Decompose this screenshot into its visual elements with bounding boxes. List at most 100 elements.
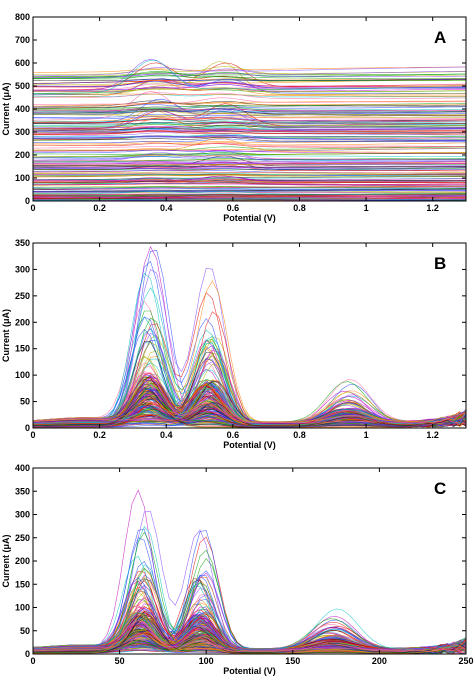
data-curve — [33, 193, 466, 196]
y-tick-label: 300 — [15, 264, 30, 274]
panel-label: C — [434, 479, 446, 498]
data-curve — [33, 172, 466, 177]
y-tick-label: 800 — [15, 12, 30, 22]
data-curve — [33, 90, 466, 121]
data-curve — [33, 332, 466, 424]
data-curve — [33, 338, 466, 423]
data-curve — [33, 172, 466, 175]
data-curve — [33, 348, 466, 426]
data-curve — [33, 81, 466, 92]
data-curve — [33, 567, 466, 650]
y-tick-label: 0 — [25, 423, 30, 433]
data-curve — [33, 382, 466, 423]
panel-label: B — [434, 254, 446, 273]
x-axis-label: Potential (V) — [223, 666, 276, 676]
data-curve — [33, 528, 466, 652]
chart-panel-a: 0 0.2 0.4 0.6 0.8 1 1.2 0 100 200 300 400 500 600 700 8… — [1, 12, 467, 223]
data-curve — [33, 108, 466, 112]
x-tick-label: 0 — [30, 203, 35, 213]
plot-frame — [32, 242, 467, 429]
data-curve — [33, 108, 466, 117]
data-curve — [33, 118, 466, 124]
data-curve — [33, 489, 466, 651]
data-curve — [33, 287, 466, 423]
data-curve — [33, 72, 466, 79]
data-curve — [33, 577, 466, 650]
data-curve — [33, 580, 466, 650]
data-curve — [33, 143, 466, 148]
y-tick-label: 500 — [15, 81, 30, 91]
data-curve — [33, 116, 466, 122]
data-curve — [33, 371, 466, 423]
data-curve — [33, 578, 466, 652]
data-curve — [33, 102, 466, 109]
data-curve — [33, 376, 466, 428]
data-curve — [33, 587, 466, 651]
data-curve — [33, 576, 466, 652]
y-tick-label: 400 — [15, 104, 30, 114]
data-curve — [33, 79, 466, 84]
data-curve — [33, 612, 466, 654]
data-curve — [33, 59, 466, 94]
data-curve — [33, 135, 466, 139]
y-tick-label: 200 — [15, 150, 30, 160]
data-curve — [33, 633, 466, 650]
x-tick-label: 0.2 — [93, 430, 106, 440]
y-tick-label: 100 — [15, 603, 30, 613]
data-curve — [33, 378, 466, 424]
data-curve — [33, 327, 466, 426]
data-curve — [33, 591, 466, 650]
data-curve — [33, 74, 466, 81]
x-tick-label: 50 — [115, 656, 125, 666]
data-curve — [33, 156, 466, 161]
x-tick-label: 0.2 — [93, 203, 106, 213]
data-curve — [33, 86, 466, 92]
data-curve — [33, 272, 466, 427]
data-curve — [33, 292, 466, 425]
data-curve — [33, 511, 466, 653]
x-tick-label: 0.8 — [293, 203, 306, 213]
data-curve — [33, 100, 466, 107]
data-curve — [33, 584, 466, 651]
data-curve — [33, 594, 466, 654]
data-curve — [33, 300, 466, 423]
data-curve — [33, 92, 466, 99]
data-curve — [33, 316, 466, 425]
data-curve — [33, 138, 466, 143]
data-curve — [33, 605, 466, 649]
curve-group — [33, 489, 466, 654]
data-curve — [33, 402, 466, 423]
data-curve — [33, 360, 466, 424]
data-curve — [33, 80, 466, 98]
x-tick-label: 0 — [30, 656, 35, 666]
y-tick-label: 0 — [25, 196, 30, 206]
chart-panel-c: 0 50 100 150 200 250 0 50 100 150 200 250 300 350 400 P… — [1, 463, 474, 676]
data-curve — [33, 135, 466, 141]
data-curve — [33, 190, 466, 193]
data-curve — [33, 579, 466, 651]
data-curve — [33, 349, 466, 426]
data-curve — [33, 611, 466, 649]
data-curve — [33, 400, 466, 427]
x-tick-label: 1.2 — [426, 430, 439, 440]
data-curve — [33, 130, 466, 134]
data-curve — [33, 341, 466, 427]
x-tick-label: 1 — [364, 203, 369, 213]
data-curve — [33, 335, 466, 425]
data-curve — [33, 328, 466, 426]
data-curve — [33, 175, 466, 182]
data-curve — [33, 72, 466, 79]
data-curve — [33, 124, 466, 132]
y-tick-label: 0 — [25, 649, 30, 659]
plot-frame — [32, 467, 467, 655]
data-curve — [33, 620, 466, 652]
curve-group — [33, 246, 466, 428]
data-curve — [33, 574, 466, 652]
data-curve — [33, 580, 466, 651]
data-curve — [33, 97, 466, 105]
data-curve — [33, 372, 466, 425]
data-curve — [33, 614, 466, 650]
data-curve — [33, 93, 466, 98]
y-tick-label: 700 — [15, 35, 30, 45]
data-curve — [33, 525, 466, 650]
